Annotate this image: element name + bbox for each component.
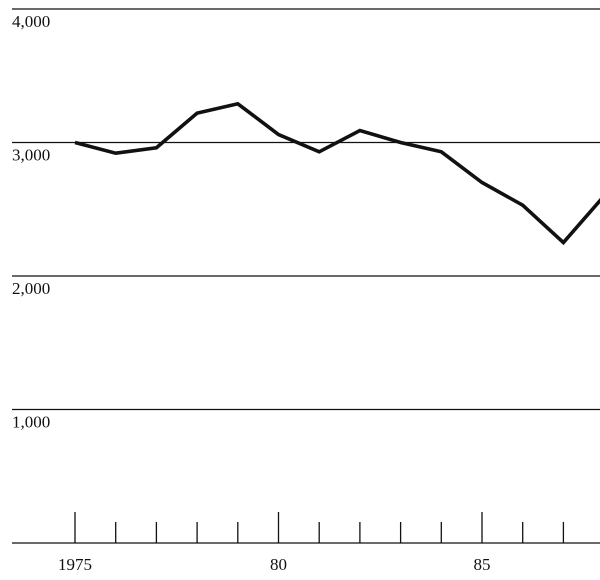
series-layer — [74, 101, 600, 246]
y-tick-labels: 1,000 2,000 3,000 4,000 — [12, 12, 50, 432]
y-tick-label: 3,000 — [12, 146, 50, 165]
x-tick-label: 80 — [270, 555, 287, 574]
x-axis — [12, 512, 600, 544]
x-tick-labels: 197580858 — [58, 555, 600, 574]
grid-lines — [12, 8, 600, 411]
y-tick-label: 4,000 — [12, 12, 50, 31]
series-line — [74, 101, 600, 246]
x-tick-label: 1975 — [58, 555, 92, 574]
x-tick-label: 85 — [474, 555, 491, 574]
y-tick-label: 2,000 — [12, 279, 50, 298]
y-tick-label: 1,000 — [12, 413, 50, 432]
